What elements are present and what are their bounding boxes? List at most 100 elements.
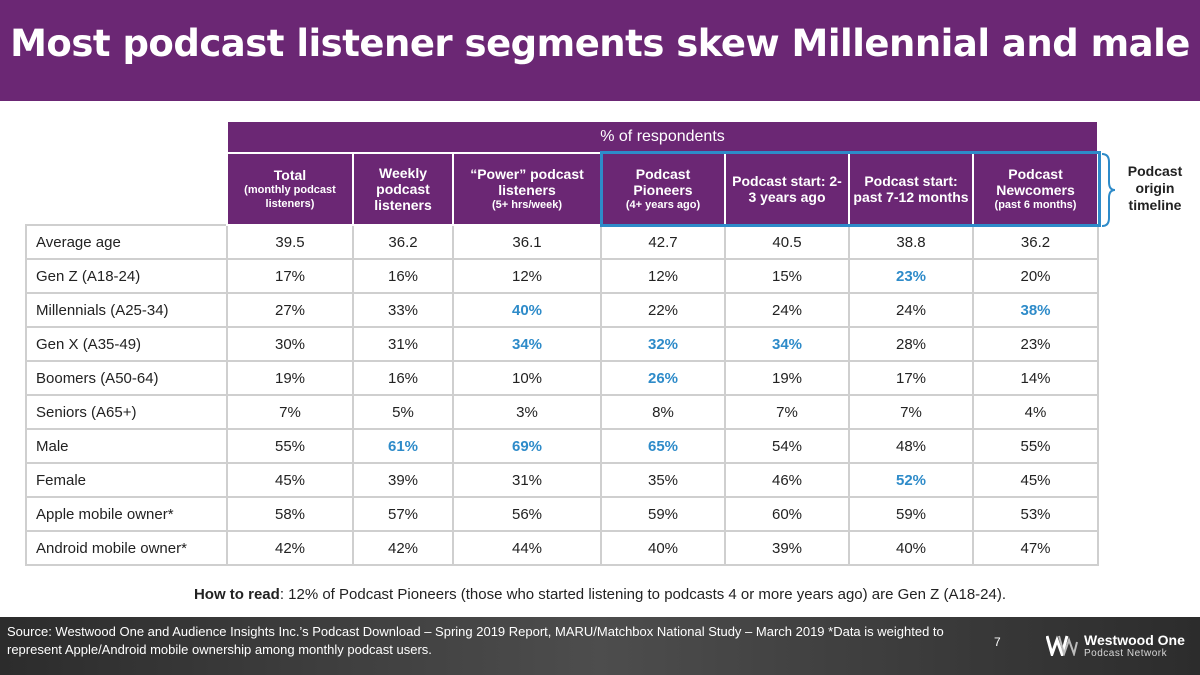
- table-cell: 39.5: [226, 224, 354, 260]
- column-header-main: Podcast Newcomers: [996, 166, 1075, 198]
- table-cell: 69%: [452, 428, 602, 464]
- table-cell: 59%: [848, 496, 974, 532]
- how-to-read-lead: How to read: [193, 586, 280, 603]
- row-label: Seniors (A65+): [25, 394, 228, 430]
- column-header-sub: (past 6 months): [994, 199, 1077, 211]
- table-cell: 36.2: [352, 224, 454, 260]
- footer: Source: Westwood One and Audience Insigh…: [0, 617, 1200, 675]
- table-cell: 36.1: [452, 224, 602, 260]
- table-cell: 16%: [352, 258, 454, 294]
- column-header: Total (monthly podcast listeners): [226, 152, 354, 226]
- respondents-table: % of respondents Total (monthly podcast l…: [25, 120, 1099, 566]
- table-cell: 34%: [724, 326, 850, 362]
- table-cell: 35%: [600, 462, 726, 498]
- column-header-main: “Power” podcast listeners: [470, 166, 584, 198]
- table-cell: 22%: [600, 292, 726, 328]
- table-cell: 7%: [724, 394, 850, 430]
- table-cell: 40%: [600, 530, 726, 566]
- row-label: Average age: [25, 224, 228, 260]
- how-to-read-note: How to read: 12% of Podcast Pioneers (th…: [0, 586, 1200, 603]
- table-cell: 14%: [972, 360, 1099, 396]
- table-cell: 47%: [972, 530, 1099, 566]
- table-cell: 42.7: [600, 224, 726, 260]
- table-cell: 40%: [848, 530, 974, 566]
- table-cell: 56%: [452, 496, 602, 532]
- table-cell: 31%: [452, 462, 602, 498]
- table-cell: 45%: [972, 462, 1099, 498]
- table-cell: 36.2: [972, 224, 1099, 260]
- table-cell: 5%: [352, 394, 454, 430]
- column-header: Podcast Newcomers (past 6 months): [972, 152, 1099, 226]
- row-label: Gen Z (A18-24): [25, 258, 228, 294]
- table-cell: 26%: [600, 360, 726, 396]
- logo-wordmark: Westwood One: [1084, 632, 1185, 648]
- table-cell: 39%: [724, 530, 850, 566]
- table-cell: 58%: [226, 496, 354, 532]
- logo-subtitle: Podcast Network: [1084, 648, 1168, 659]
- table-cell: 7%: [848, 394, 974, 430]
- table-cell: 39%: [352, 462, 454, 498]
- table-cell: 40.5: [724, 224, 850, 260]
- table-cell: 12%: [452, 258, 602, 294]
- table-cell: 33%: [352, 292, 454, 328]
- table-row: Boomers (A50-64) 19% 16% 10% 26% 19% 17%…: [25, 360, 1099, 396]
- table-cell: 40%: [452, 292, 602, 328]
- column-header-main: Podcast start: past 7-12 months: [853, 173, 969, 205]
- table-cell: 48%: [848, 428, 974, 464]
- row-label: Male: [25, 428, 228, 464]
- table-cell: 20%: [972, 258, 1099, 294]
- table-row: Gen X (A35-49) 30% 31% 34% 32% 34% 28% 2…: [25, 326, 1099, 362]
- table-row: Android mobile owner* 42% 42% 44% 40% 39…: [25, 530, 1099, 566]
- table-cell: 19%: [724, 360, 850, 396]
- table-cell: 38.8: [848, 224, 974, 260]
- table-cell: 44%: [452, 530, 602, 566]
- group-header: % of respondents: [226, 120, 1099, 154]
- column-header-main: Weekly podcast listeners: [374, 165, 432, 213]
- table-cell: 24%: [724, 292, 850, 328]
- table-cell: 17%: [848, 360, 974, 396]
- table-cell: 31%: [352, 326, 454, 362]
- table-cell: 10%: [452, 360, 602, 396]
- column-header: Weekly podcast listeners: [352, 152, 454, 226]
- table-cell: 4%: [972, 394, 1099, 430]
- table-cell: 8%: [600, 394, 726, 430]
- row-label: Millennials (A25-34): [25, 292, 228, 328]
- table-cell: 53%: [972, 496, 1099, 532]
- table-cell: 38%: [972, 292, 1099, 328]
- table-cell: 17%: [226, 258, 354, 294]
- column-header: Podcast start: 2-3 years ago: [724, 152, 850, 226]
- table-cell: 46%: [724, 462, 850, 498]
- table-cell: 12%: [600, 258, 726, 294]
- table-corner: [26, 153, 227, 225]
- table-corner: [26, 121, 227, 153]
- table-cell: 23%: [848, 258, 974, 294]
- page-number: 7: [994, 635, 1001, 649]
- table-cell: 59%: [600, 496, 726, 532]
- table-cell: 7%: [226, 394, 354, 430]
- right-brace-icon: [1101, 153, 1116, 227]
- table-cell: 30%: [226, 326, 354, 362]
- table-row: Seniors (A65+) 7% 5% 3% 8% 7% 7% 4%: [25, 394, 1099, 430]
- table-cell: 16%: [352, 360, 454, 396]
- table-cell: 54%: [724, 428, 850, 464]
- table-cell: 57%: [352, 496, 454, 532]
- table-row: Average age 39.5 36.2 36.1 42.7 40.5 38.…: [25, 224, 1099, 260]
- title-bar: Most podcast listener segments skew Mill…: [0, 0, 1200, 101]
- table-cell: 61%: [352, 428, 454, 464]
- table-cell: 60%: [724, 496, 850, 532]
- column-header-main: Podcast Pioneers: [633, 166, 693, 198]
- table-cell: 23%: [972, 326, 1099, 362]
- column-header: “Power” podcast listeners (5+ hrs/week): [452, 152, 602, 226]
- column-header-sub: (monthly podcast listeners): [244, 184, 336, 210]
- source-note: Source: Westwood One and Audience Insigh…: [7, 624, 944, 657]
- slide-title: Most podcast listener segments skew Mill…: [10, 22, 1190, 65]
- table-cell: 27%: [226, 292, 354, 328]
- table-row: Female 45% 39% 31% 35% 46% 52% 45%: [25, 462, 1099, 498]
- table-cell: 65%: [600, 428, 726, 464]
- column-header: Podcast start: past 7-12 months: [848, 152, 974, 226]
- table-cell: 3%: [452, 394, 602, 430]
- origin-timeline-label: Podcast origin timeline: [1127, 163, 1183, 213]
- column-header-row: Total (monthly podcast listeners) Weekly …: [26, 152, 1099, 226]
- logo-mark-icon: [1046, 635, 1078, 656]
- table-cell: 55%: [972, 428, 1099, 464]
